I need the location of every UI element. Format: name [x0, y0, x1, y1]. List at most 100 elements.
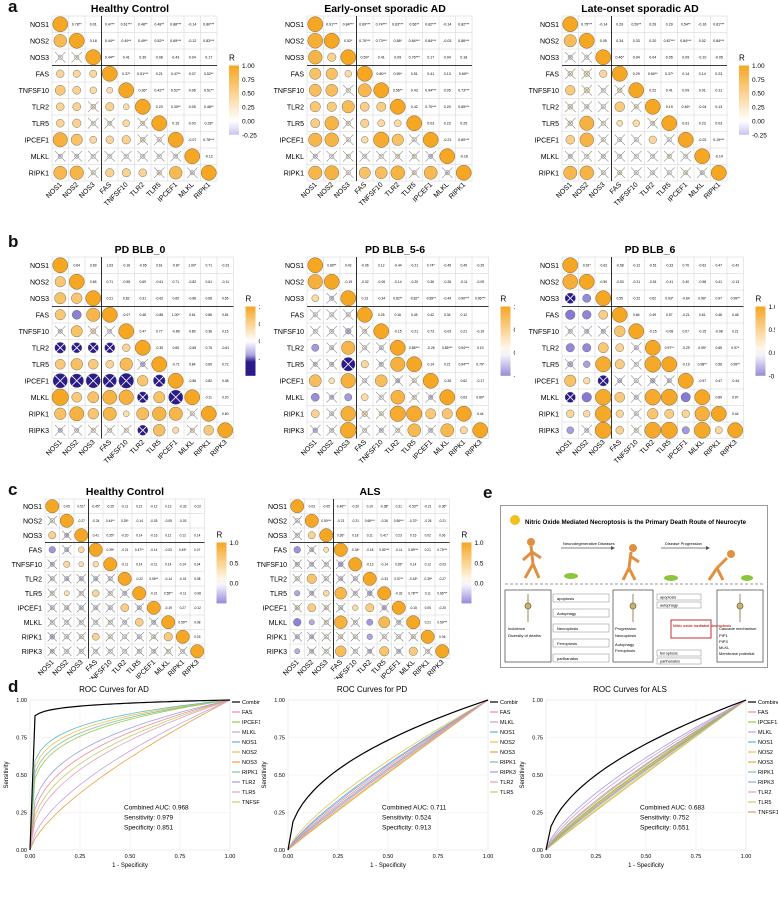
- corr-circle: [373, 131, 390, 148]
- corr-value: 0.60: [172, 297, 179, 301]
- x-tick: 0.00: [283, 854, 294, 860]
- corr-value: 0.73***: [376, 39, 388, 43]
- legend-title: R: [501, 295, 507, 304]
- nonsig-cross: [326, 391, 338, 403]
- nonsig-cross: [55, 342, 66, 353]
- nonsig-cross: [321, 573, 332, 584]
- legend-label: RIPK1: [758, 770, 774, 776]
- corr-value: 0.71: [106, 280, 113, 284]
- corr-value: -0.25: [107, 505, 114, 509]
- nonsig-cross: [306, 544, 317, 555]
- corr-value: 0.36*: [337, 534, 345, 538]
- row-label: TLR2: [32, 345, 49, 352]
- corr-value: 0.49: [649, 313, 656, 317]
- corr-circle: [311, 409, 320, 418]
- corr-circle: [324, 132, 339, 147]
- col-label: RIPK3: [209, 439, 228, 458]
- row-label: IPCEF1: [279, 137, 304, 144]
- corr-value: 0.78**: [72, 23, 82, 27]
- nonsig-cross: [630, 101, 642, 113]
- col-label: RIPK3: [426, 659, 445, 678]
- corr-value: 0.40: [682, 280, 689, 284]
- diag-circle: [628, 323, 645, 340]
- corr-circle: [172, 426, 180, 434]
- corr-circle: [644, 422, 661, 439]
- roc-curve: [545, 699, 747, 851]
- corr-value: 0.14: [410, 563, 416, 567]
- nonsig-cross: [408, 631, 419, 642]
- diag-circle: [101, 306, 118, 323]
- corr-circle: [102, 406, 117, 421]
- corr-value: -0.04: [698, 105, 706, 109]
- stat-text: Combined AUC: 0.711: [382, 805, 447, 812]
- corr-circle: [595, 356, 612, 373]
- corr-circle: [694, 422, 711, 439]
- col-label: RIPK1: [193, 181, 212, 200]
- row-label: FAS: [36, 312, 50, 319]
- nonsig-cross: [119, 646, 130, 657]
- corr-value: -0.89**: [426, 297, 437, 301]
- diag-circle: [439, 148, 456, 165]
- corr-value: 0.46*: [682, 105, 691, 109]
- nonsig-cross: [321, 617, 332, 628]
- col-label: NOS2: [572, 439, 591, 458]
- pathway-label: autophagy: [660, 604, 678, 608]
- nonsig-cross: [170, 392, 181, 403]
- col-label: TLR2: [129, 439, 146, 456]
- legend-label: NOS1: [242, 740, 257, 746]
- corr-value: 0.55: [616, 297, 623, 301]
- row-label: MLKL: [541, 395, 559, 402]
- corr-value: -0.53**: [408, 505, 419, 509]
- nonsig-cross: [87, 150, 99, 162]
- corr-value: 0.52**: [171, 89, 181, 93]
- corr-value: 0.46*: [616, 56, 625, 60]
- nonsig-cross: [137, 150, 149, 162]
- corr-circle: [406, 405, 423, 422]
- col-label: NOS3: [588, 181, 607, 200]
- row-label: RIPK1: [29, 170, 49, 177]
- corr-value: -0.38*: [380, 505, 389, 509]
- diag-circle: [68, 32, 85, 49]
- nonsig-cross: [663, 150, 675, 162]
- x-axis-label: 1 - Specificity: [370, 863, 406, 869]
- roc-curve: [545, 699, 747, 851]
- corr-circle: [660, 421, 678, 439]
- diag-circle: [88, 542, 103, 557]
- corr-circle: [92, 589, 100, 597]
- corr-value: 0.14: [165, 563, 171, 567]
- diag-circle: [661, 115, 678, 132]
- diag-circle: [710, 405, 727, 422]
- nonsig-cross: [614, 150, 626, 162]
- diag-circle: [200, 405, 217, 422]
- corr-circle: [105, 360, 114, 369]
- diag-circle: [190, 644, 205, 659]
- nonsig-cross: [90, 573, 101, 584]
- corr-value: 0.65: [715, 346, 722, 350]
- corr-value: -0.03: [443, 39, 451, 43]
- corr-value: 0.41*: [381, 534, 389, 538]
- corr-value: 0.39*: [395, 563, 403, 567]
- corr-circle: [341, 340, 356, 355]
- corr-value: 0.65: [222, 297, 229, 301]
- corr-value: -0.61: [221, 346, 229, 350]
- nonsig-cross: [104, 375, 115, 386]
- row-label: IPCEF1: [279, 378, 304, 385]
- mid-text-3: Ferroptosis: [615, 648, 635, 653]
- corr-value: 0.69**: [459, 72, 469, 76]
- corr-value: 0.36*: [139, 89, 148, 93]
- nonsig-cross: [186, 424, 198, 436]
- stat-text: Combined AUC: 0.683: [640, 805, 705, 812]
- corr-circle: [55, 85, 66, 96]
- legend-label: NOS2: [242, 750, 257, 756]
- right-text-4: Membrane potential: [719, 651, 754, 656]
- nonsig-cross: [154, 375, 165, 386]
- corr-value: 0.70: [682, 264, 689, 268]
- corr-value: 0.69: [139, 280, 146, 284]
- diag-circle: [435, 644, 450, 659]
- corr-circle: [203, 425, 214, 436]
- corr-value: 1.00*: [172, 313, 181, 317]
- nonsig-cross: [425, 150, 437, 162]
- corr-value: 0.44**: [106, 519, 115, 523]
- pathway-arrow: [656, 657, 702, 665]
- row-label: MLKL: [24, 620, 42, 627]
